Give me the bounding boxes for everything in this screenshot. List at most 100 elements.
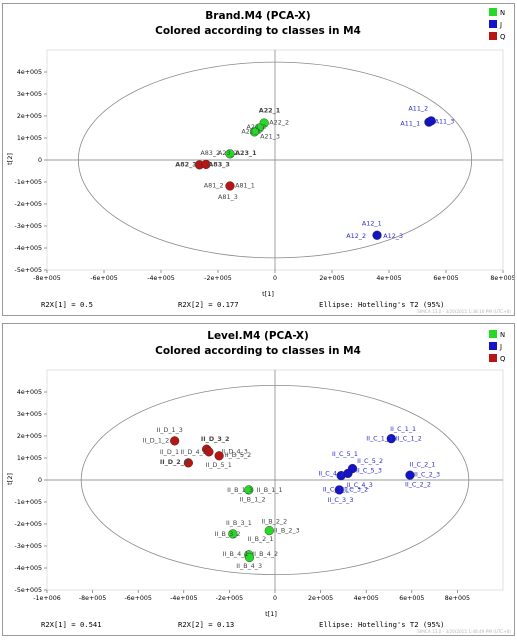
y-tick-label: -3e+005	[15, 543, 42, 550]
point-label: II_B_1_1	[257, 486, 283, 494]
x-tick-label: 6e+005	[433, 275, 458, 282]
data-point-q[interactable]	[183, 458, 193, 468]
data-point-n[interactable]	[244, 552, 255, 563]
legend-label-q: Q	[500, 355, 505, 363]
watermark: SIMCA 13.0 - 3/20/2015 1:48:49 PM (UTC+8…	[417, 629, 511, 634]
point-label: II_C_3_1	[323, 485, 349, 493]
point-label: II_B_2_2	[261, 518, 287, 526]
point-label: II_C_2_2	[405, 481, 431, 489]
data-point-j[interactable]	[334, 485, 344, 495]
data-point-q[interactable]	[170, 436, 180, 446]
plot-area: -8e+005 -6e+005 -4e+005 -2e+005 0 2e+005 4e+00…	[15, 49, 514, 282]
chart-subtitle: Colored according to classes in M4	[155, 25, 361, 37]
y-tick-label: 1e+005	[17, 135, 42, 142]
point-label: II_B_4_2	[252, 550, 278, 558]
point-label: A12_3	[383, 232, 403, 240]
data-point-n[interactable]	[228, 529, 238, 539]
point-label: II_D_1_2	[143, 437, 169, 445]
x-tick-label: -6e+005	[90, 275, 117, 282]
point-label: A21_3	[260, 133, 280, 141]
data-point-n[interactable]	[225, 149, 235, 159]
x-tick-label: 0	[273, 595, 277, 602]
x-tick-label: 2e+005	[319, 275, 344, 282]
x-tick-label: 0	[273, 275, 277, 282]
point-label: II_C_5_1	[332, 450, 358, 458]
point-label: II_C_2_3	[414, 471, 440, 479]
point-label: A11_3	[435, 117, 455, 125]
legend-swatch-n	[489, 8, 497, 16]
point-label: II_C_1_3	[366, 434, 392, 442]
r2x2-text: R2X[2] = 0.177	[178, 300, 239, 309]
data-point-j[interactable]	[426, 116, 436, 126]
y-tick-label: 4e+005	[17, 69, 42, 76]
level-plot-panel: Level.M4 (PCA-X) Colored according to cl…	[2, 323, 515, 636]
point-label: II_B_1_3	[227, 486, 253, 494]
point-label: II_C_2_1	[410, 460, 436, 468]
point-label: A22_1	[259, 107, 280, 115]
y-tick-label: -4e+005	[15, 565, 42, 572]
legend-swatch-j	[489, 342, 497, 350]
y-tick-label: -2e+005	[15, 521, 42, 528]
data-point-q[interactable]	[225, 181, 235, 191]
data-point-j[interactable]	[372, 230, 382, 240]
point-label: II_D_5_2	[225, 451, 251, 459]
y-tick-label: 3e+005	[17, 91, 42, 98]
data-point-n[interactable]	[264, 526, 274, 536]
y-tick-label: 1e+005	[17, 455, 42, 462]
x-tick-label: -8e+005	[79, 595, 106, 602]
x-tick-label: 2e+005	[308, 595, 333, 602]
plot-area: -1e+006 -8e+005 -6e+005 -4e+005 -2e+005 0 2e+0…	[15, 369, 504, 602]
point-label: II_B_2_3	[274, 526, 300, 534]
chart-title: Level.M4 (PCA-X)	[207, 330, 309, 342]
y-tick-label: 2e+005	[17, 113, 42, 120]
legend-swatch-j	[489, 20, 497, 28]
y-tick-label: 0	[38, 477, 42, 484]
legend-label-n: N	[500, 331, 505, 339]
point-label: II_B_3_2	[215, 530, 241, 538]
y-tick-label: -1e+005	[15, 499, 42, 506]
data-point-n[interactable]	[249, 127, 260, 137]
x-tick-label: 8e+005	[445, 595, 470, 602]
x-tick-label: -4e+005	[147, 275, 174, 282]
brand-plot-panel: Brand.M4 (PCA-X) Colored according to cl…	[2, 3, 515, 316]
point-label: A21_1	[241, 127, 261, 135]
y-tick-label: -2e+005	[15, 201, 42, 208]
data-point-j[interactable]	[386, 434, 396, 444]
y-tick-label: -4e+005	[15, 245, 42, 252]
x-axis-label: t[1]	[262, 290, 274, 298]
point-label: II_C_1_1	[390, 425, 416, 433]
data-point-j[interactable]	[405, 470, 415, 480]
x-tick-label: -6e+005	[124, 595, 151, 602]
hotelling-ellipse	[80, 385, 470, 575]
y-tick-label: -5e+005	[15, 587, 42, 594]
y-tick-label: -3e+005	[15, 223, 42, 230]
point-label: II_C_4_1	[318, 470, 344, 478]
point-label: A81_2	[204, 182, 224, 190]
point-label: A81_3	[218, 193, 238, 201]
point-label: A22_2	[269, 118, 289, 126]
point-label: A83_3	[208, 161, 229, 169]
point-label: II_B_3_1	[226, 519, 252, 527]
x-tick-label: -1e+006	[33, 595, 60, 602]
x-tick-label: 4e+005	[354, 595, 379, 602]
point-label: II_C_5_2	[357, 457, 383, 465]
legend-swatch-q	[489, 32, 497, 40]
data-point-q[interactable]	[204, 447, 214, 457]
x-tick-label: -2e+005	[204, 275, 231, 282]
y-axis-label: t[2]	[6, 153, 14, 165]
point-label: A23_2	[218, 149, 238, 157]
x-tick-label: -2e+005	[216, 595, 243, 602]
point-label: A83_2	[200, 149, 220, 157]
point-label: A81_1	[235, 182, 255, 190]
legend-label-q: Q	[500, 33, 505, 41]
data-point-j[interactable]	[336, 471, 346, 481]
y-tick-label: -5e+005	[15, 267, 42, 274]
data-point-q[interactable]	[201, 159, 211, 170]
ellipse-text: Ellipse: Hotelling's T2 (95%)	[319, 620, 445, 629]
data-point-n[interactable]	[244, 485, 254, 495]
y-tick-label: -1e+005	[15, 179, 42, 186]
point-label: II_B_2_1	[248, 535, 274, 543]
y-axis-label: t[2]	[6, 473, 14, 485]
data-point-q[interactable]	[214, 451, 224, 461]
point-label: A12_2	[346, 232, 366, 240]
